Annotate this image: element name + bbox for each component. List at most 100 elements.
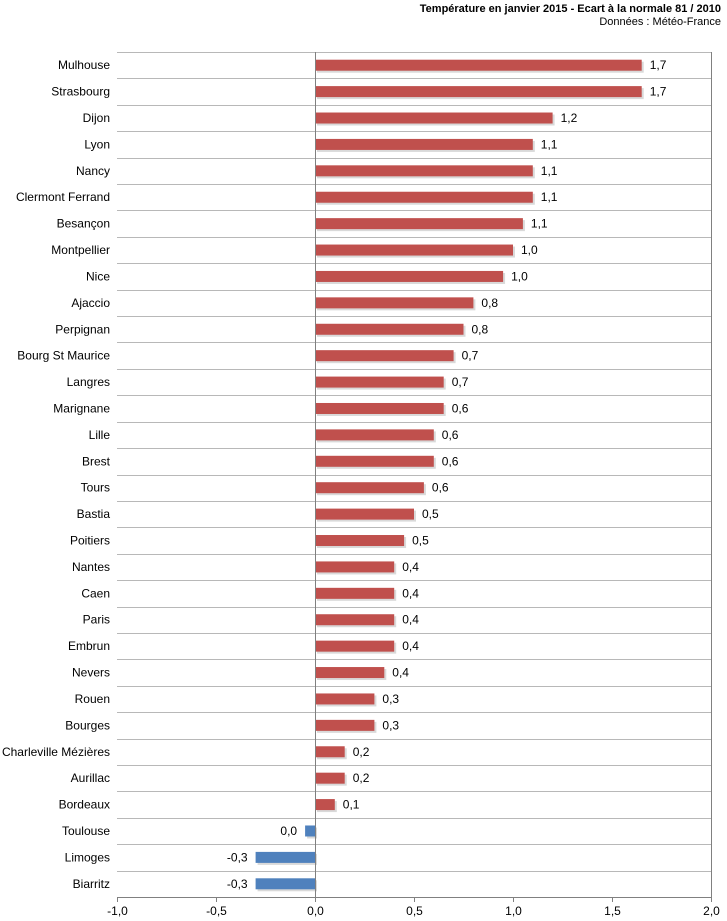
data-label: 0,5 <box>422 507 439 521</box>
data-label: 0,6 <box>452 401 469 415</box>
bar <box>315 191 533 203</box>
category-label: Bordeaux <box>59 798 110 812</box>
data-label: 0,7 <box>452 375 469 389</box>
x-tick-label: 0,0 <box>307 904 324 918</box>
data-label: 0,8 <box>472 322 489 336</box>
category-label: Lille <box>89 428 111 442</box>
category-label: Tours <box>81 481 110 495</box>
category-label: Bourg St Maurice <box>17 349 110 363</box>
bar <box>315 59 642 71</box>
bar <box>315 112 553 124</box>
data-label: 1,0 <box>511 269 528 283</box>
category-label: Embrun <box>68 639 110 653</box>
category-label: Langres <box>67 375 110 389</box>
bar <box>255 878 315 890</box>
category-label: Biarritz <box>73 877 110 891</box>
bar <box>315 429 434 441</box>
data-label: 0,8 <box>481 296 498 310</box>
data-label: 0,3 <box>382 718 399 732</box>
data-label: 1,2 <box>561 111 578 125</box>
bar <box>315 561 395 573</box>
bar <box>315 719 375 731</box>
data-label: -0,3 <box>227 850 248 864</box>
category-label: Clermont Ferrand <box>16 190 110 204</box>
category-label: Poitiers <box>70 534 110 548</box>
data-label: 0,4 <box>402 586 419 600</box>
data-labels: 1,71,71,21,11,11,11,11,01,00,80,80,70,70… <box>227 58 667 891</box>
category-label: Toulouse <box>62 824 110 838</box>
bar <box>315 455 434 467</box>
category-label: Nice <box>86 269 110 283</box>
x-tick-labels: -1,0 -0,5 0,0 0,5 1,0 1,5 2,0 <box>107 904 720 918</box>
bar <box>255 851 315 863</box>
data-label: 1,7 <box>650 58 667 72</box>
bar <box>315 350 454 362</box>
bar <box>315 587 395 599</box>
data-label: 0,7 <box>462 349 479 363</box>
category-label: Bastia <box>77 507 111 521</box>
x-tick-label: 0,5 <box>406 904 423 918</box>
data-label: 0,6 <box>442 428 459 442</box>
bar <box>315 772 345 784</box>
category-label: Nancy <box>76 164 110 178</box>
data-label: 0,6 <box>442 454 459 468</box>
bar <box>315 667 385 679</box>
bar <box>315 535 405 547</box>
category-label: Montpellier <box>51 243 110 257</box>
bars <box>255 59 644 892</box>
data-label: 0,4 <box>402 639 419 653</box>
data-label: 1,7 <box>650 85 667 99</box>
data-label: 0,6 <box>432 481 449 495</box>
category-label: Paris <box>83 613 110 627</box>
data-label: 0,3 <box>382 692 399 706</box>
category-label: Charleville Mézières <box>2 745 110 759</box>
data-label: 1,0 <box>521 243 538 257</box>
data-label: 0,2 <box>353 771 370 785</box>
data-label: 1,1 <box>541 164 558 178</box>
x-tick-label: 1,5 <box>604 904 621 918</box>
category-label: Nevers <box>72 666 110 680</box>
category-label: Strasbourg <box>51 85 110 99</box>
data-label: 0,2 <box>353 745 370 759</box>
bar <box>315 376 444 388</box>
data-label: 0,4 <box>402 560 419 574</box>
category-label: Mulhouse <box>58 58 110 72</box>
bar <box>315 614 395 626</box>
bar <box>315 402 444 414</box>
bar <box>315 693 375 705</box>
category-label: Lyon <box>84 137 110 151</box>
data-label: 0,5 <box>412 534 429 548</box>
bar <box>315 746 345 758</box>
chart-title: Température en janvier 2015 - Ecart à la… <box>419 3 721 15</box>
category-label: Caen <box>81 586 110 600</box>
bar <box>305 825 315 837</box>
data-label: 0,4 <box>392 666 409 680</box>
category-label: Nantes <box>72 560 110 574</box>
category-label: Aurillac <box>71 771 110 785</box>
category-label: Brest <box>82 454 111 468</box>
data-label: 1,1 <box>531 217 548 231</box>
bar <box>315 323 464 335</box>
category-labels: Mulhouse Strasbourg Dijon Lyon Nancy Clermont… <box>2 58 111 891</box>
data-label: -0,3 <box>227 877 248 891</box>
bar <box>315 270 504 282</box>
chart-subtitle: Données : Météo-France <box>599 16 721 28</box>
x-tick-label: -0,5 <box>206 904 227 918</box>
bar <box>315 297 474 309</box>
bar <box>315 508 414 520</box>
bar <box>315 799 335 811</box>
data-label: 0,4 <box>402 613 419 627</box>
x-tick-label: 1,0 <box>505 904 522 918</box>
data-label: 0,0 <box>280 824 297 838</box>
category-label: Marignane <box>53 401 110 415</box>
category-label: Rouen <box>75 692 110 706</box>
bar <box>315 86 642 98</box>
data-label: 1,1 <box>541 137 558 151</box>
axes <box>117 52 712 902</box>
data-label: 0,1 <box>343 798 360 812</box>
bar <box>315 165 533 177</box>
category-label: Perpignan <box>55 322 110 336</box>
bar <box>315 138 533 150</box>
x-tick-label: -1,0 <box>107 904 128 918</box>
